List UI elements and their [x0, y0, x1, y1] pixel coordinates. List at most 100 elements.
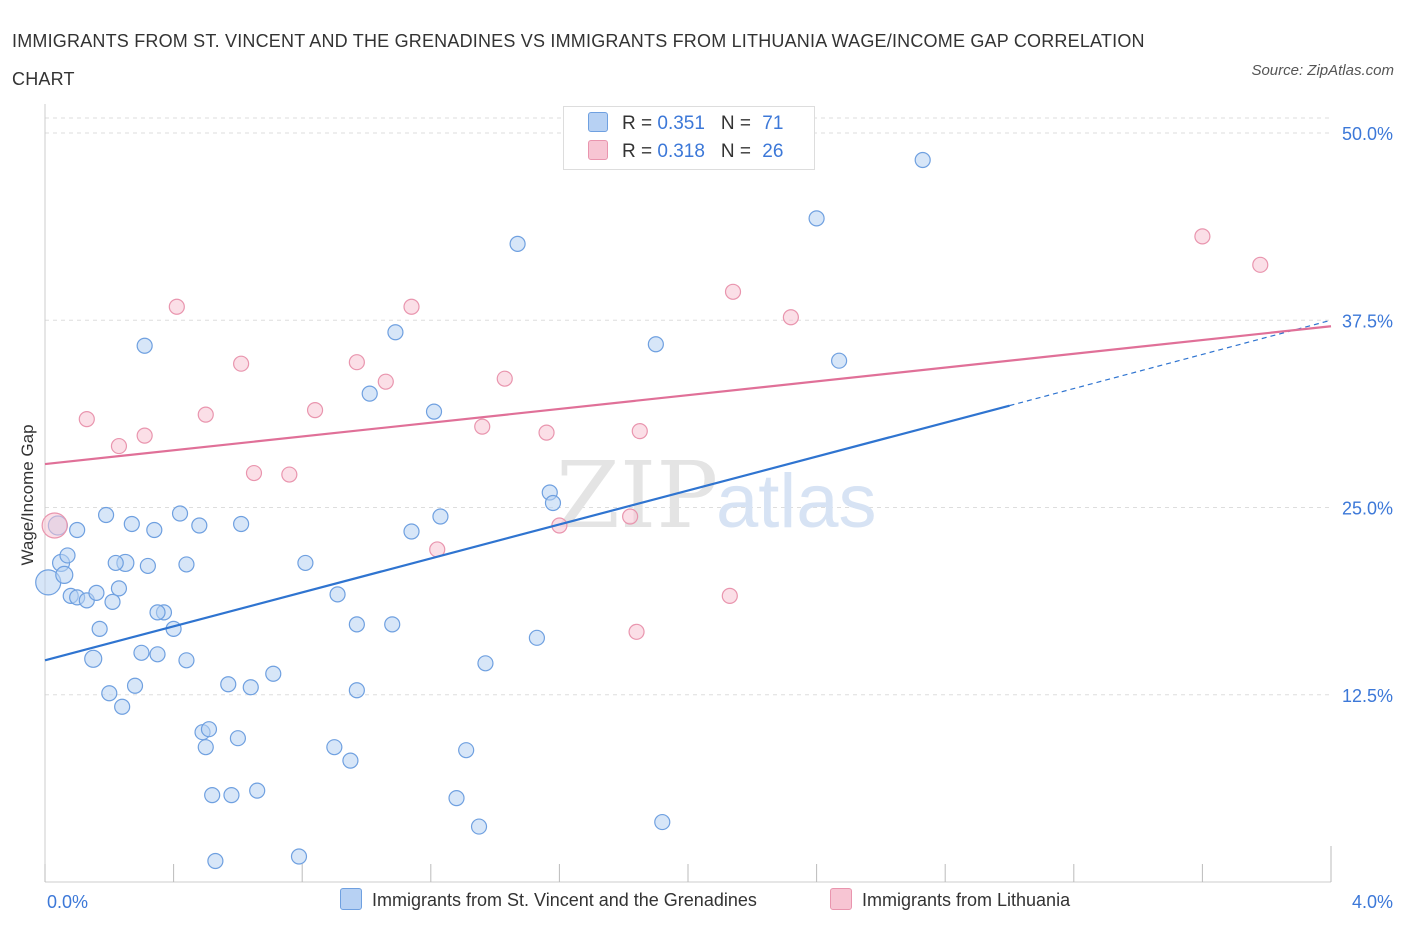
- st-vincent-point: [326, 739, 343, 756]
- st-vincent-trend-line: [44, 404, 1010, 662]
- st-vincent-point: [647, 336, 664, 353]
- source-credit: Source: ZipAtlas.com: [1251, 62, 1394, 79]
- st-vincent-point: [329, 586, 346, 603]
- st-vincent-point: [149, 646, 166, 663]
- lithuania-point: [306, 402, 324, 419]
- chart-title: IMMIGRANTS FROM ST. VINCENT AND THE GREN…: [12, 31, 1145, 89]
- series-legend-label: Immigrants from St. Vincent and the Gren…: [372, 890, 757, 910]
- st-vincent-point: [831, 352, 848, 369]
- legend-n-label: N =: [720, 141, 757, 162]
- st-vincent-point: [133, 644, 150, 661]
- lithuania-point: [724, 283, 742, 300]
- series-legend-swatch-blue: [340, 888, 362, 910]
- st-vincent-point: [220, 676, 237, 693]
- x-tick-label: 0.0%: [47, 892, 88, 912]
- st-vincent-point: [348, 616, 365, 633]
- st-vincent-point: [114, 698, 131, 715]
- series-legend-swatch-pink: [830, 888, 852, 910]
- st-vincent-point: [223, 787, 240, 804]
- legend-swatch-pink: [588, 140, 608, 160]
- lithuania-point: [197, 406, 214, 423]
- series-legend-st-vincent: Immigrants from St. Vincent and the Gren…: [340, 888, 757, 911]
- lithuania-point: [110, 437, 128, 455]
- st-vincent-point: [233, 515, 250, 533]
- legend-swatch-blue: [588, 112, 608, 132]
- legend-r-value: 0.318: [657, 141, 705, 162]
- st-vincent-point: [403, 523, 420, 540]
- y-tick-label: 50.0%: [1342, 124, 1393, 144]
- lithuania-point: [403, 298, 420, 315]
- correlation-legend: R = 0.351 N = 71 R = 0.318 N = 26: [563, 106, 815, 170]
- st-vincent-point: [528, 629, 545, 646]
- st-vincent-point: [171, 505, 189, 522]
- lithuania-point: [41, 512, 68, 539]
- st-vincent-point: [197, 739, 214, 756]
- st-vincent-point: [207, 852, 224, 870]
- x-tick-labels: 0.0% 4.0%: [47, 892, 1393, 912]
- legend-row-st-vincent: R = 0.351 N = 71: [588, 112, 783, 140]
- legend-r-label: R =: [622, 113, 658, 134]
- st-vincent-point: [123, 515, 140, 533]
- st-vincent-point: [126, 677, 144, 694]
- axes: [44, 104, 1332, 883]
- lithuania-point: [496, 370, 513, 387]
- st-vincent-point: [290, 848, 308, 865]
- x-tick-label: 4.0%: [1352, 892, 1393, 912]
- st-vincent-point: [470, 818, 488, 835]
- series-legend-label: Immigrants from Lithuania: [862, 890, 1071, 910]
- lithuania-point: [631, 423, 648, 440]
- st-vincent-point: [458, 742, 475, 759]
- lithuania-point: [538, 424, 555, 441]
- st-vincent-point: [425, 403, 443, 420]
- st-vincent-point: [101, 685, 118, 702]
- st-vincent-point: [139, 557, 156, 575]
- series-lithuania-points: [41, 228, 1269, 640]
- st-vincent-point: [69, 521, 86, 539]
- legend-r-label: R =: [622, 141, 658, 162]
- st-vincent-point: [477, 655, 494, 672]
- st-vincent-point: [91, 620, 108, 637]
- st-vincent-point: [55, 565, 74, 585]
- st-vincent-point: [808, 210, 825, 227]
- watermark-atlas: atlas: [716, 459, 877, 544]
- watermark-zip: ZIP: [556, 442, 718, 549]
- st-vincent-point: [432, 508, 449, 525]
- lithuania-point: [622, 508, 639, 525]
- st-vincent-point: [348, 682, 365, 699]
- st-vincent-point: [146, 521, 163, 539]
- y-tick-label: 37.5%: [1342, 311, 1393, 331]
- st-vincent-point: [229, 730, 246, 747]
- st-vincent-point: [914, 151, 931, 169]
- st-vincent-point: [265, 665, 282, 682]
- lithuania-point: [1194, 228, 1211, 245]
- st-vincent-point: [178, 652, 195, 669]
- st-vincent-point: [204, 787, 221, 804]
- lithuania-point: [1252, 256, 1269, 273]
- st-vincent-point: [107, 554, 124, 572]
- lithuania-point: [377, 373, 394, 390]
- st-vincent-point: [448, 790, 465, 807]
- st-vincent-point: [191, 517, 208, 534]
- st-vincent-point: [110, 580, 128, 597]
- watermark: ZIP atlas: [556, 442, 877, 549]
- y-tick-labels: 12.5% 25.0% 37.5% 50.0%: [1342, 124, 1393, 706]
- st-vincent-point: [342, 752, 359, 769]
- lithuania-point: [782, 309, 799, 326]
- st-vincent-point: [387, 324, 404, 341]
- lithuania-point: [136, 427, 153, 444]
- st-vincent-point: [88, 584, 105, 601]
- series-legend-lithuania: Immigrants from Lithuania: [830, 888, 1070, 911]
- st-vincent-point: [59, 547, 76, 564]
- lithuania-point: [168, 298, 185, 315]
- legend-n-value: 26: [762, 141, 784, 162]
- legend-r-value: 0.351: [657, 113, 705, 134]
- st-vincent-point: [84, 649, 103, 668]
- legend-n-label: N =: [720, 113, 757, 134]
- y-tick-label: 12.5%: [1342, 686, 1393, 706]
- st-vincent-trend-extension: [1009, 319, 1332, 407]
- st-vincent-point: [509, 235, 526, 252]
- lithuania-point: [721, 587, 738, 604]
- lithuania-point: [281, 466, 298, 483]
- st-vincent-point: [200, 721, 218, 738]
